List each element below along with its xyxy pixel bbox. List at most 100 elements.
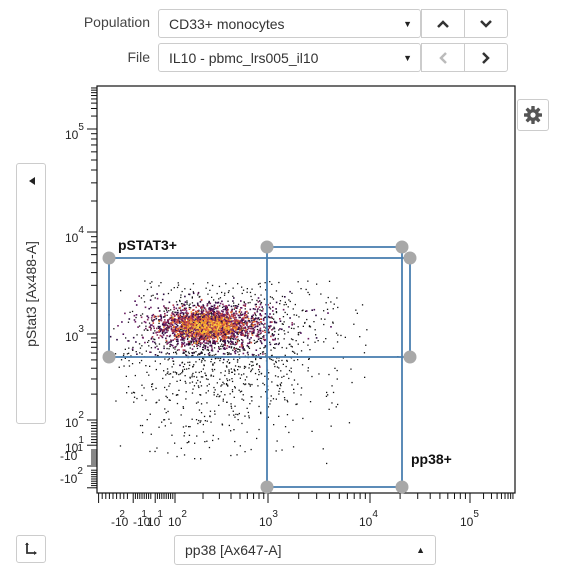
event-point [210,333,212,335]
event-point [169,345,171,348]
event-point [204,324,206,327]
event-point [227,317,230,319]
event-point [353,323,355,325]
event-point [208,340,210,342]
event-point [198,323,201,325]
gate-handle[interactable] [403,251,417,265]
event-point [235,312,237,314]
event-point [173,287,175,289]
event-point [199,324,202,327]
swap-axes-button[interactable] [16,535,46,563]
event-point [173,351,175,354]
settings-button[interactable] [517,99,549,131]
event-point [144,321,147,324]
event-point [162,328,165,331]
event-point [192,323,194,326]
event-point [235,320,238,323]
event-point [174,321,176,323]
file-select[interactable]: IL10 - pbmc_lrs005_il10 ▼ [158,43,421,72]
y-axis-select[interactable]: pStat3 [Ax488-A] [16,163,46,424]
x-axis-select[interactable]: pp38 [Ax647-A] ▲ [174,535,436,565]
event-point [232,317,235,319]
event-point [187,334,190,337]
event-point [220,322,223,324]
event-point [215,318,217,320]
event-point [173,315,176,317]
event-point [183,349,186,351]
event-point [257,323,259,325]
event-point [286,313,288,316]
event-point [195,351,197,353]
event-point [225,309,228,312]
event-point [190,326,192,328]
event-point [273,347,275,349]
event-point [179,364,181,367]
event-point [199,337,201,339]
gate-handle[interactable] [395,240,409,254]
event-point [250,448,252,451]
event-point [240,334,243,336]
event-point [217,319,220,321]
population-up-button[interactable] [421,9,465,38]
event-point [271,333,274,335]
gate-handle[interactable] [403,350,417,364]
event-point [210,320,213,323]
event-point [213,362,216,364]
event-point [178,316,180,318]
event-point [226,384,229,386]
event-point [191,318,193,321]
event-point [199,343,202,346]
event-point [215,315,217,317]
event-point [213,319,216,321]
gate-handle[interactable] [102,350,116,364]
event-point [227,326,230,328]
event-point [185,350,187,353]
event-point [217,321,220,324]
event-point [246,324,248,327]
event-point [246,376,248,378]
event-point [151,336,154,338]
event-point [232,320,235,322]
event-point [199,333,202,335]
gate-handles[interactable] [102,240,417,494]
gate-handle[interactable] [260,480,274,494]
event-point [245,315,248,317]
event-point [233,347,235,349]
file-next-button[interactable] [464,43,508,72]
event-point [219,395,221,397]
event-point [252,355,254,357]
file-prev-button[interactable] [421,43,465,72]
event-point [196,318,198,320]
gate-handle[interactable] [102,251,116,265]
event-point [215,307,217,309]
event-point [176,344,178,346]
event-point [235,310,237,313]
event-point [222,309,225,311]
event-point [237,305,239,308]
event-point [164,332,166,334]
event-point [244,321,246,324]
event-point [241,343,244,346]
population-select[interactable]: CD33+ monocytes ▼ [158,9,421,38]
event-point [213,323,215,325]
event-point [176,328,179,330]
event-point [267,406,270,408]
event-point [207,331,209,333]
event-point [203,328,206,330]
event-point [185,334,187,336]
event-point [192,312,194,314]
event-point [237,369,239,371]
event-point [208,326,211,329]
gate-handle[interactable] [395,480,409,494]
event-point [197,324,199,326]
event-point [251,353,254,356]
event-point [201,327,203,329]
event-point [307,370,309,372]
event-point [212,321,215,323]
gate-handle[interactable] [260,240,274,254]
population-down-button[interactable] [464,9,508,38]
event-point [222,313,225,316]
event-point [212,370,214,372]
event-point [213,336,215,338]
